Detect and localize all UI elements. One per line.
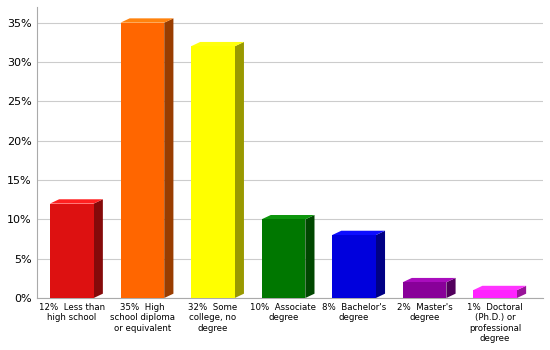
Bar [403,282,447,298]
Bar [120,23,164,298]
Polygon shape [235,42,244,298]
Polygon shape [191,42,244,46]
Polygon shape [120,18,173,23]
Bar [473,290,517,298]
Polygon shape [517,286,526,298]
Bar [191,46,235,298]
Polygon shape [164,18,173,298]
Bar [262,219,305,298]
Polygon shape [332,231,385,235]
Bar [332,235,376,298]
Polygon shape [262,215,315,219]
Polygon shape [447,278,455,298]
Polygon shape [376,231,385,298]
Bar [50,204,94,298]
Polygon shape [94,199,103,298]
Polygon shape [403,278,455,282]
Polygon shape [473,286,526,290]
Polygon shape [305,215,315,298]
Polygon shape [50,199,103,204]
